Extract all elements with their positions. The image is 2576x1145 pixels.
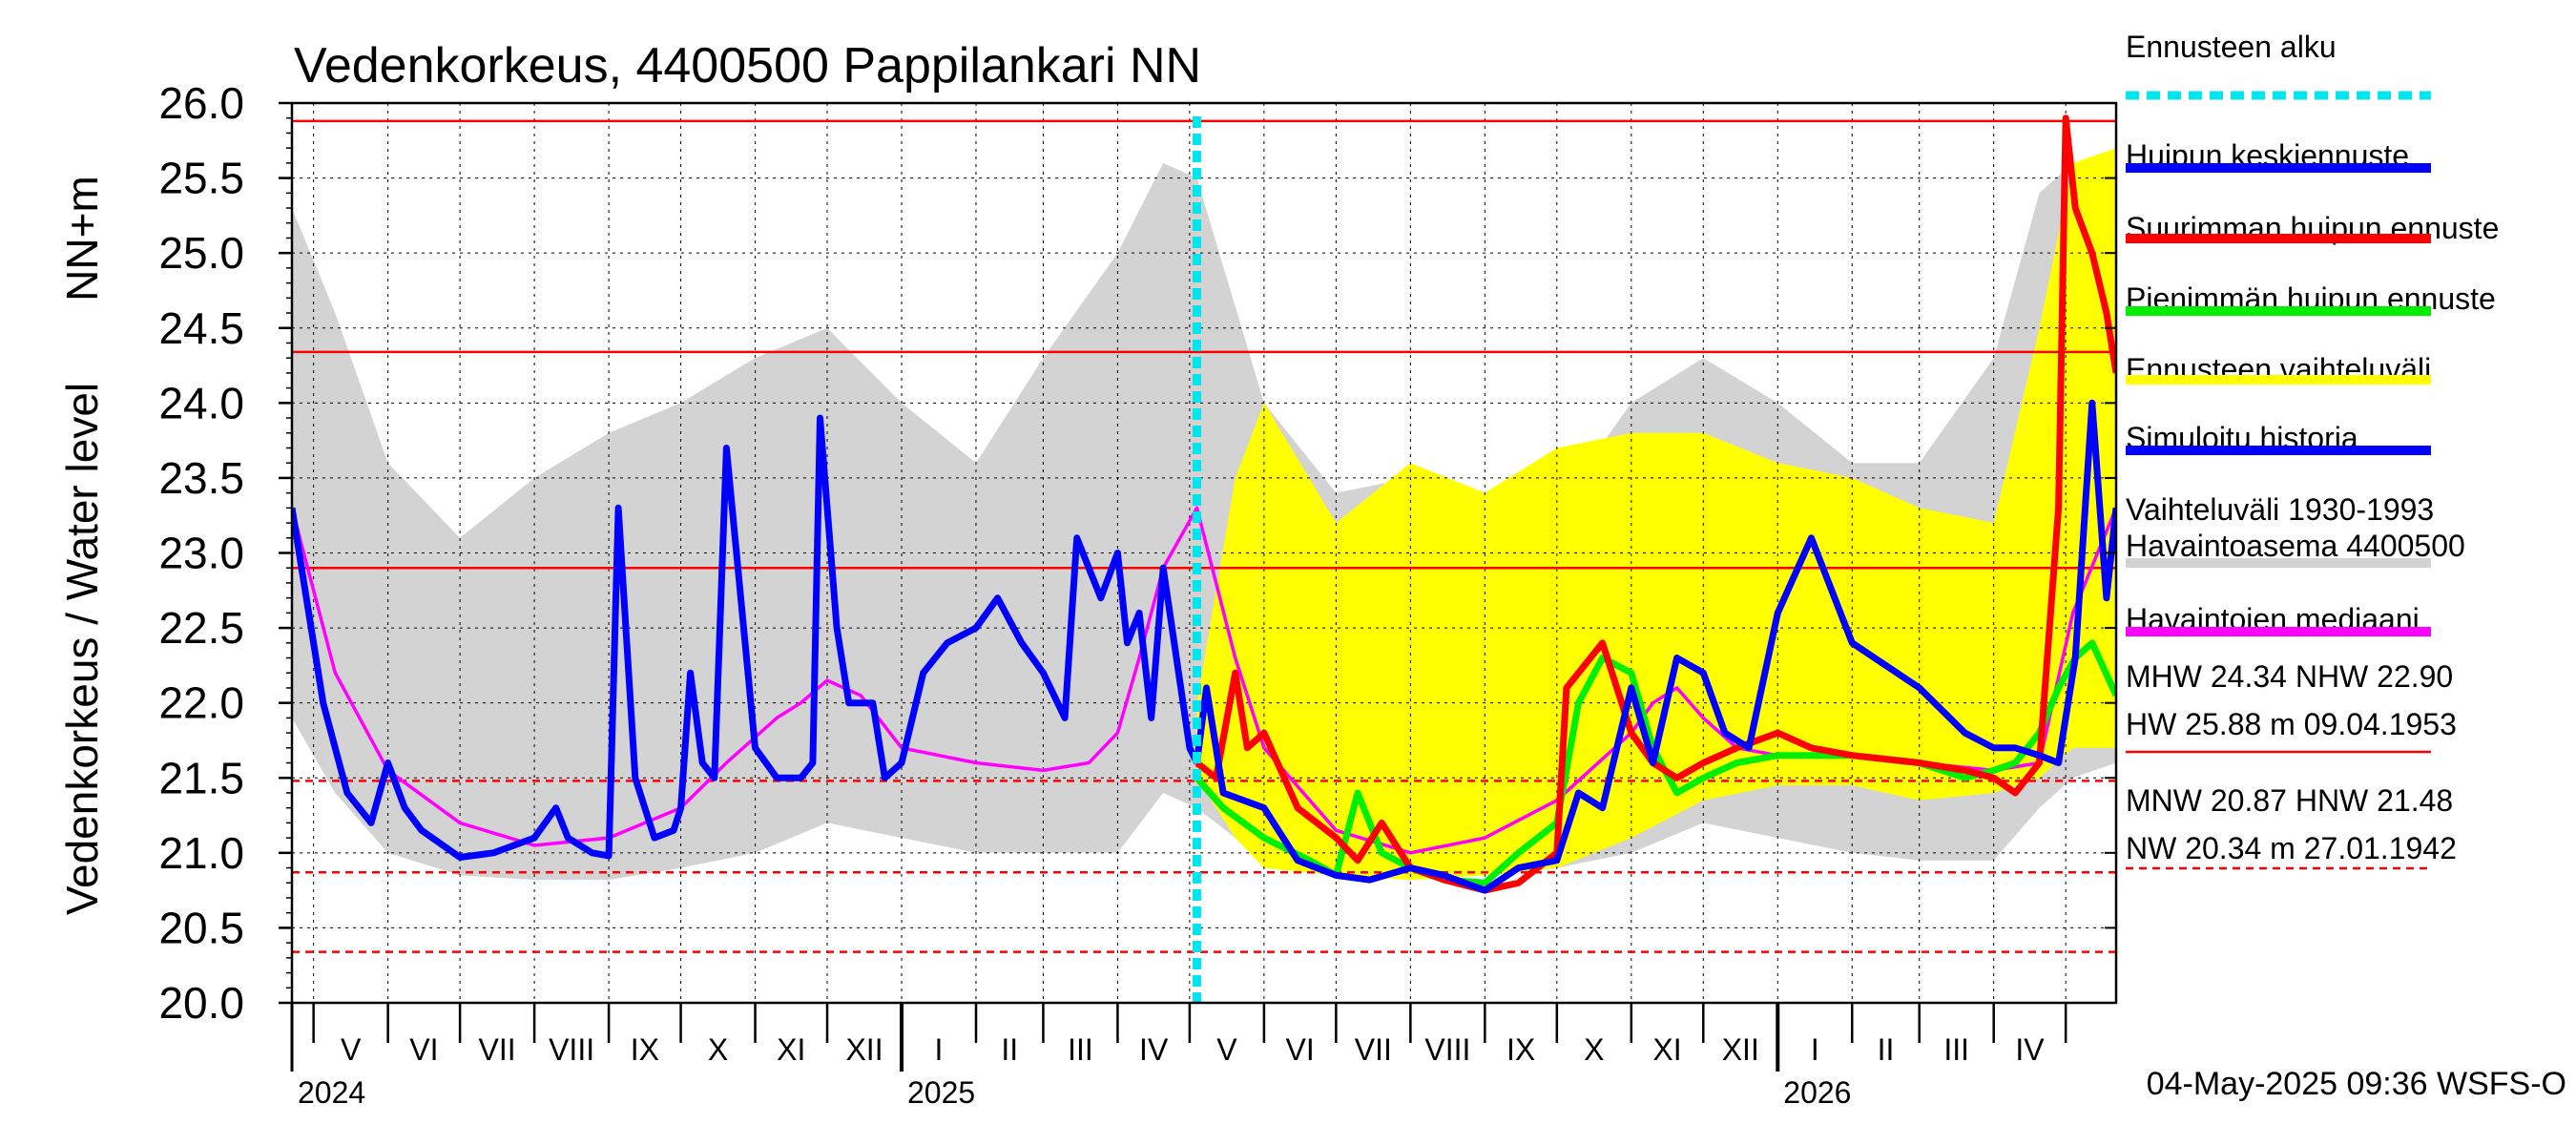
stat-line-2: NW 20.34 m 27.01.1942	[2126, 831, 2457, 865]
legend-label: Ennusteen alku	[2126, 30, 2337, 64]
series-line	[1194, 639, 2116, 886]
x-month-label: I	[935, 1032, 944, 1067]
legend-label-2: Havaintoasema 4400500	[2126, 529, 2465, 563]
x-month-label: X	[1584, 1032, 1604, 1067]
y-axis-label-top: NN+m	[57, 176, 107, 302]
x-month-label: VIII	[549, 1032, 594, 1067]
x-month-label: II	[1001, 1032, 1018, 1067]
x-year-label: 2026	[1783, 1075, 1851, 1110]
x-month-label: III	[1943, 1032, 1969, 1067]
y-axis-label-bottom: Vedenkorkeus / Water level	[57, 383, 107, 915]
grid-lines	[292, 103, 2116, 1003]
y-tick-label: 22.0	[158, 678, 244, 728]
x-month-label: IV	[1139, 1032, 1169, 1067]
stat-line-1: MNW 20.87 HNW 21.48	[2126, 783, 2453, 818]
y-tick-label: 21.5	[158, 753, 244, 802]
forecast-range-band	[1196, 148, 2116, 881]
x-month-label: II	[1878, 1032, 1895, 1067]
chart-title: Vedenkorkeus, 4400500 Pappilankari NN	[294, 38, 1201, 94]
y-tick-label: 22.5	[158, 603, 244, 653]
x-month-label: I	[1811, 1032, 1819, 1067]
stat-line-2: HW 25.88 m 09.04.1953	[2126, 707, 2457, 741]
series-line	[292, 414, 1200, 861]
x-month-label: VIII	[1424, 1032, 1470, 1067]
x-month-label: IX	[631, 1032, 659, 1067]
y-tick-label: 20.5	[158, 903, 244, 952]
y-tick-label: 25.5	[158, 154, 244, 203]
x-year-label: 2024	[298, 1075, 365, 1110]
x-month-label: XII	[845, 1032, 883, 1067]
x-month-label: X	[708, 1032, 728, 1067]
series-line	[1195, 114, 2116, 894]
y-axis: 20.0 20.5 21.0 21.5 22.0 22.5 23.0 23.5 24.0 24.5…	[158, 78, 2116, 1028]
x-year-label: 2025	[907, 1075, 975, 1110]
x-month-label: V	[1216, 1032, 1237, 1067]
x-month-label: XI	[777, 1032, 805, 1067]
x-month-label: III	[1068, 1032, 1093, 1067]
reference-lines	[292, 119, 2116, 953]
y-tick-label: 21.0	[158, 828, 244, 878]
x-month-label: XII	[1722, 1032, 1759, 1067]
x-month-label: VI	[1286, 1032, 1315, 1067]
y-tick-label: 23.5	[158, 453, 244, 503]
legend-label: Vaihteluväli 1930-1993	[2126, 492, 2434, 527]
x-month-label: IX	[1506, 1032, 1535, 1067]
x-month-label: VII	[479, 1032, 516, 1067]
statistics-box: MHW 24.34 NHW 22.90 HW 25.88 m 09.04.1953…	[2126, 659, 2457, 870]
stat-line-1: MHW 24.34 NHW 22.90	[2126, 659, 2453, 694]
x-month-label: XI	[1652, 1032, 1681, 1067]
y-tick-label: 24.0	[158, 378, 244, 427]
x-month-label: IV	[2015, 1032, 2045, 1067]
y-tick-label: 25.0	[158, 228, 244, 278]
y-tick-label: 24.5	[158, 303, 244, 353]
x-month-label: VI	[409, 1032, 438, 1067]
x-month-label: VII	[1355, 1032, 1392, 1067]
y-tick-label: 20.0	[158, 978, 244, 1028]
x-month-label: V	[341, 1032, 362, 1067]
series-lines	[292, 114, 2116, 894]
x-axis: V VI VII VIII IX X XI XII I II III IV V VI VII VIII IX X X…	[290, 1003, 2067, 1110]
footer-timestamp: 04-May-2025 09:36 WSFS-O	[2147, 1066, 2566, 1102]
y-tick-label: 26.0	[158, 78, 244, 128]
series-line	[1194, 399, 2116, 894]
y-tick-label: 23.0	[158, 529, 244, 578]
